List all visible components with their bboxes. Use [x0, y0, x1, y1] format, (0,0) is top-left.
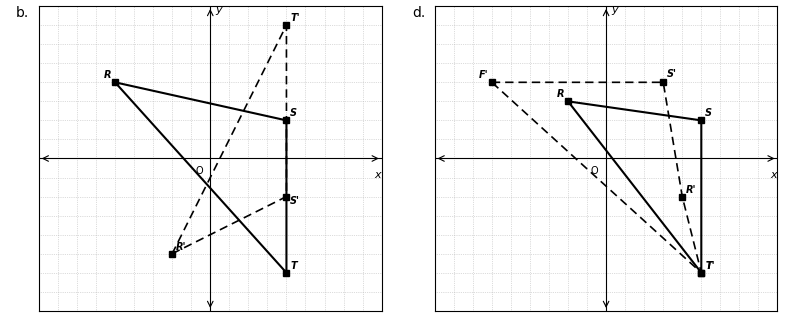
Text: T': T'	[290, 13, 300, 23]
Text: S: S	[705, 108, 712, 118]
Text: x: x	[374, 170, 381, 180]
Text: R': R'	[686, 185, 697, 195]
Text: x: x	[770, 170, 777, 180]
Text: S: S	[290, 108, 298, 118]
Text: F': F'	[478, 71, 488, 80]
Text: S': S'	[290, 196, 300, 206]
Text: T': T'	[705, 261, 714, 271]
Text: b.: b.	[16, 6, 30, 20]
Text: O: O	[195, 166, 202, 176]
Text: T: T	[705, 261, 712, 271]
Text: d.: d.	[412, 6, 425, 20]
Text: S': S'	[667, 68, 677, 78]
Text: R': R'	[176, 242, 186, 252]
Text: R: R	[557, 89, 564, 100]
Text: T: T	[290, 261, 297, 271]
Text: y: y	[215, 5, 222, 15]
Text: R: R	[104, 71, 111, 80]
Text: O: O	[591, 166, 598, 176]
Text: y: y	[611, 5, 618, 15]
